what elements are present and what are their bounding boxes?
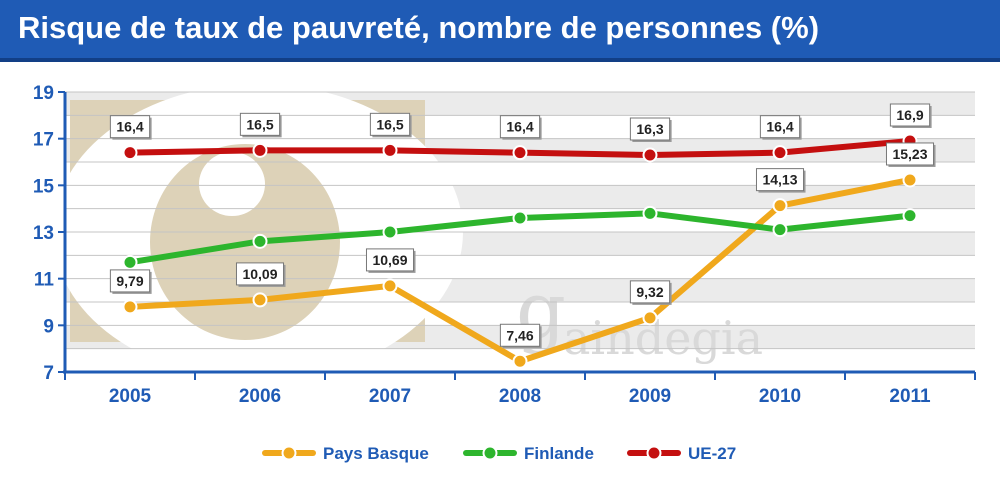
- data-point: [382, 224, 398, 240]
- data-label: 15,23: [892, 146, 927, 162]
- data-point: [642, 205, 658, 221]
- y-axis-ticks: 7 9 11 13 15 17 19: [33, 83, 65, 384]
- legend-label: Pays Basque: [323, 444, 429, 463]
- legend-marker: [281, 445, 297, 461]
- data-label: 16,9: [896, 107, 923, 123]
- data-point: [252, 233, 268, 249]
- data-point: [902, 172, 918, 188]
- x-tick-label: 2007: [369, 386, 411, 407]
- data-label: 16,4: [506, 119, 533, 135]
- x-axis-ticks: 2005 2006 2007 2008 2009 2010 2011: [64, 372, 976, 407]
- data-label-box: [629, 117, 671, 141]
- y-tick-label: 19: [33, 83, 54, 104]
- chart-title: Risque de taux de pauvreté, nombre de pe…: [18, 10, 820, 45]
- data-label-box: [109, 269, 151, 293]
- data-label-box: [239, 112, 281, 136]
- title-bar: Risque de taux de pauvreté, nombre de pe…: [0, 0, 1000, 62]
- data-label-box: [759, 115, 801, 139]
- data-point: [902, 208, 918, 224]
- data-label-box: [629, 280, 671, 304]
- y-tick-label: 15: [33, 176, 55, 197]
- data-point: [772, 198, 788, 214]
- data-label: 16,4: [116, 119, 143, 135]
- series-group: [122, 133, 918, 369]
- data-labels: 9,79 10,09 10,69 7,46 9,32 14,13 15,23 16,4 16,5…: [109, 103, 936, 349]
- y-tick-label: 17: [33, 130, 54, 151]
- data-label: 9,32: [636, 284, 663, 300]
- data-label-box: [365, 248, 415, 272]
- legend-label: Finlande: [524, 444, 594, 463]
- data-label-box: [369, 112, 411, 136]
- y-tick-label: 7: [43, 363, 54, 384]
- data-label-box: [755, 168, 805, 192]
- y-tick-label: 13: [33, 223, 54, 244]
- data-point: [252, 142, 268, 158]
- data-label-box: [109, 115, 151, 139]
- x-tick-label: 2011: [889, 386, 931, 407]
- data-label: 9,79: [116, 273, 143, 289]
- legend-marker: [646, 445, 662, 461]
- data-label-box: [885, 142, 935, 166]
- legend: Pays Basque Finlande UE-27: [262, 444, 736, 463]
- x-tick-label: 2008: [499, 386, 541, 407]
- data-label: 16,4: [766, 119, 793, 135]
- legend-marker: [482, 445, 498, 461]
- data-label: 16,5: [246, 116, 273, 132]
- data-point: [772, 145, 788, 161]
- data-point: [642, 310, 658, 326]
- data-label: 10,09: [242, 266, 277, 282]
- data-label: 7,46: [506, 327, 533, 343]
- data-label: 16,5: [376, 116, 403, 132]
- data-point: [122, 145, 138, 161]
- data-point: [642, 147, 658, 163]
- data-point: [382, 142, 398, 158]
- data-label-box: [889, 103, 931, 127]
- legend-label: UE-27: [688, 444, 736, 463]
- data-label-box: [235, 262, 285, 286]
- x-tick-label: 2009: [629, 386, 671, 407]
- y-tick-label: 9: [43, 316, 54, 337]
- data-point: [252, 292, 268, 308]
- watermark-dot: [199, 152, 265, 216]
- data-label: 10,69: [372, 252, 407, 268]
- data-point: [122, 254, 138, 270]
- data-label: 14,13: [762, 172, 797, 188]
- x-tick-label: 2010: [759, 386, 801, 407]
- data-point: [772, 222, 788, 238]
- data-label: 16,3: [636, 121, 663, 137]
- data-label-box: [499, 115, 541, 139]
- data-point: [122, 299, 138, 315]
- data-point: [382, 278, 398, 294]
- data-point: [512, 353, 528, 369]
- x-tick-label: 2006: [239, 386, 281, 407]
- y-tick-label: 11: [34, 270, 55, 291]
- x-tick-label: 2005: [109, 386, 152, 407]
- data-point: [512, 145, 528, 161]
- data-point: [512, 210, 528, 226]
- data-label-box: [499, 323, 541, 347]
